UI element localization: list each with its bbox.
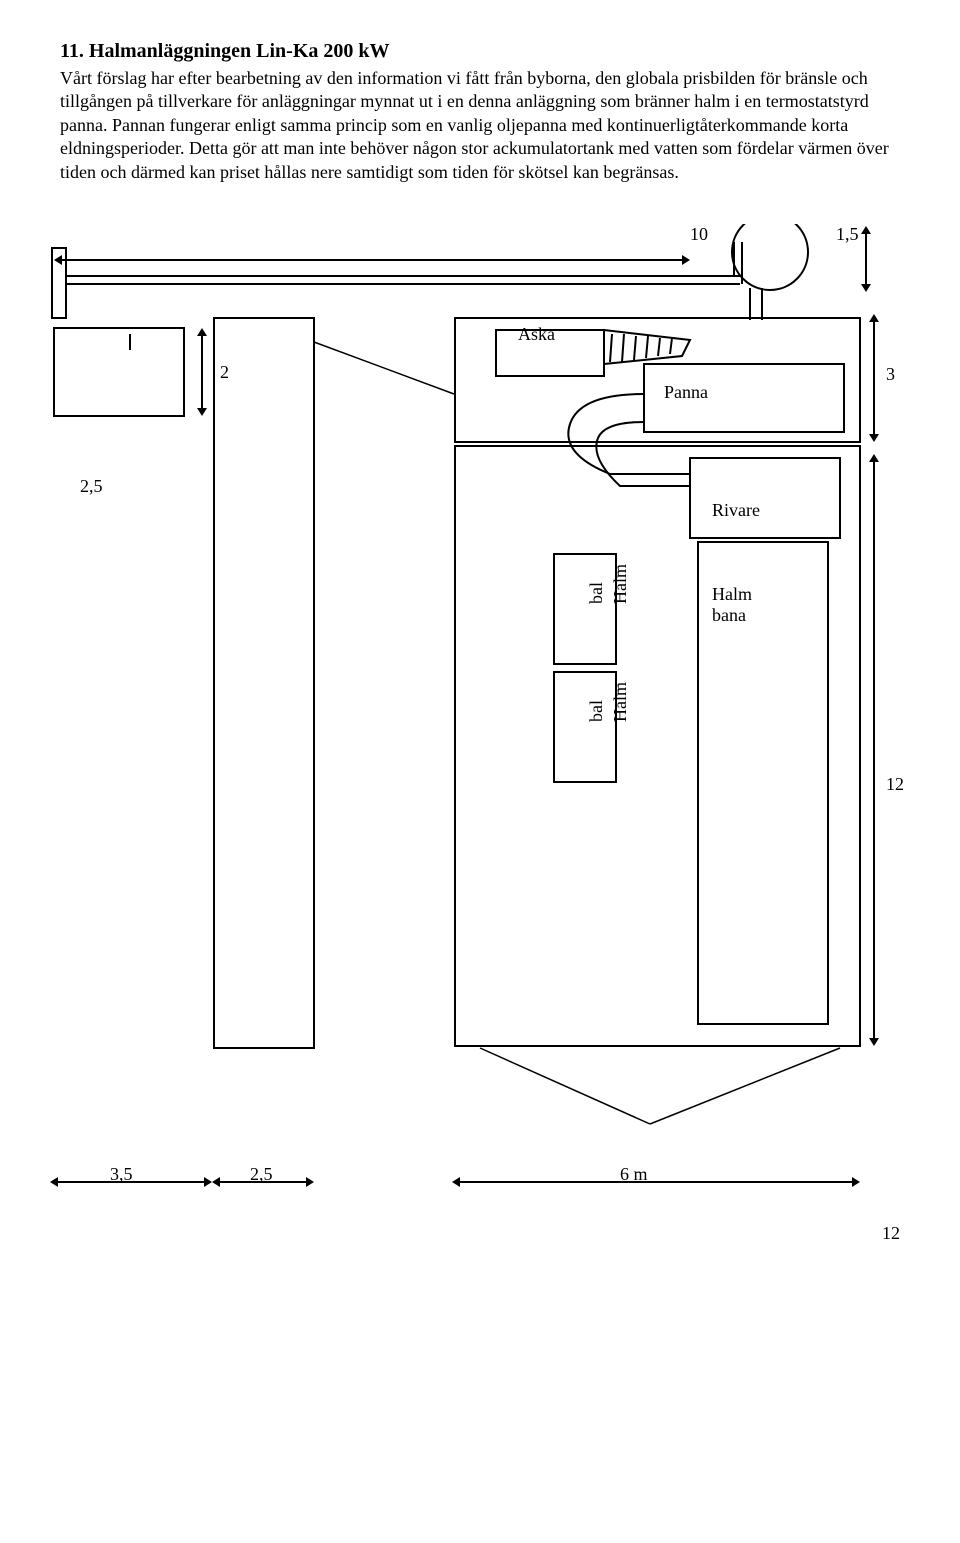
label-panna: Panna	[664, 382, 708, 403]
dim-1-5: 1,5	[836, 224, 859, 245]
dim-2: 2	[220, 362, 229, 383]
label-halm-2: Halm	[610, 682, 631, 722]
dim-6m: 6 m	[620, 1164, 648, 1185]
body-paragraph: Vårt förslag har efter bearbetning av de…	[60, 67, 900, 184]
dim-12: 12	[886, 774, 904, 795]
page-title: 11. Halmanläggningen Lin-Ka 200 kW	[60, 40, 900, 63]
dim-10: 10	[690, 224, 708, 245]
label-halm-bana: Halm bana	[712, 584, 752, 626]
label-bal-2: bal	[586, 700, 607, 722]
label-aska: Aska	[518, 324, 555, 345]
diagram-svg	[50, 224, 900, 1224]
dim-3: 3	[886, 364, 895, 385]
dim-2-5-b: 2,5	[250, 1164, 273, 1185]
page-number: 12	[882, 1223, 900, 1244]
label-rivare: Rivare	[712, 500, 760, 521]
dim-2-5-a: 2,5	[80, 476, 103, 497]
dim-3-5: 3,5	[110, 1164, 133, 1185]
facility-diagram: 10 1,5 2 3 2,5 12 3,5 2,5 6 m Aska Panna…	[50, 224, 900, 1224]
label-halm-1: Halm	[610, 564, 631, 604]
label-bal-1: bal	[586, 582, 607, 604]
